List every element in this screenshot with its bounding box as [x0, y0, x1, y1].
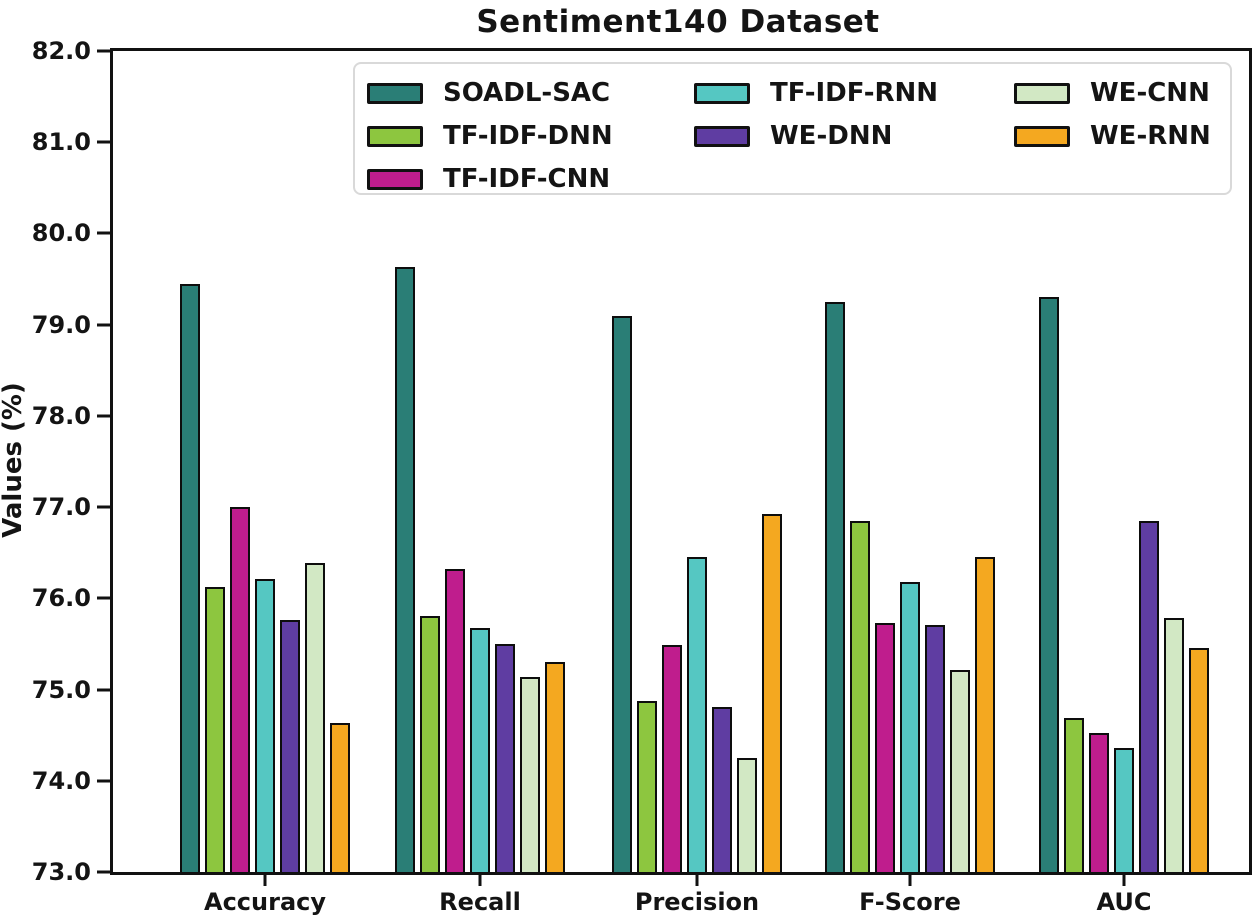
x-tick-mark [695, 875, 699, 886]
bar-we-cnn-recall [520, 676, 540, 872]
bar-group-f-score [825, 301, 995, 872]
y-tick-mark [97, 323, 110, 327]
y-tick-mark [97, 231, 110, 235]
legend-item-we-cnn: WE-CNN [1014, 78, 1210, 108]
legend-swatch-tf-idf-cnn [367, 168, 423, 190]
x-tick-label-recall: Recall [439, 888, 521, 916]
y-tick-label: 74.0 [31, 766, 91, 795]
bar-tf-idf-rnn-f-score [900, 581, 920, 872]
legend-swatch-soadl-sac [367, 82, 423, 104]
x-tick-label-auc: AUC [1096, 888, 1152, 916]
bar-we-cnn-f-score [950, 669, 970, 872]
y-tick-label: 76.0 [31, 584, 91, 613]
legend-item-tf-idf-cnn: TF-IDF-CNN [367, 164, 610, 194]
bar-we-dnn-accuracy [280, 620, 300, 872]
legend-label: SOADL-SAC [443, 78, 611, 108]
bar-tf-idf-dnn-auc [1064, 717, 1084, 872]
y-tick-label: 79.0 [31, 310, 91, 339]
bar-tf-idf-dnn-precision [637, 700, 657, 872]
y-tick-label: 73.0 [31, 858, 91, 886]
bar-we-cnn-auc [1164, 618, 1184, 872]
bar-soadl-sac-auc [1039, 297, 1059, 872]
bar-tf-idf-rnn-precision [687, 557, 707, 872]
legend-swatch-we-rnn [1014, 125, 1070, 147]
bar-group-precision [612, 315, 782, 872]
bar-we-dnn-auc [1139, 520, 1159, 872]
x-tick-label-f-score: F-Score [859, 888, 961, 916]
legend-swatch-tf-idf-rnn [694, 82, 750, 104]
y-tick-mark [97, 414, 110, 418]
y-tick-label: 82.0 [31, 37, 91, 65]
y-tick-mark [97, 596, 110, 600]
legend-label: TF-IDF-RNN [770, 78, 939, 108]
x-tick-label-precision: Precision [634, 888, 760, 916]
bar-group-recall [395, 267, 565, 872]
y-tick-mark [97, 49, 110, 53]
y-tick-label: 81.0 [31, 128, 91, 157]
bar-tf-idf-rnn-recall [470, 627, 490, 872]
legend-item-tf-idf-dnn: TF-IDF-DNN [367, 121, 613, 151]
bar-soadl-sac-accuracy [180, 283, 200, 872]
y-tick-mark [97, 870, 110, 874]
legend-label: WE-RNN [1090, 121, 1211, 151]
legend-item-we-rnn: WE-RNN [1014, 121, 1211, 151]
bar-tf-idf-cnn-f-score [875, 622, 895, 872]
bar-we-cnn-precision [737, 757, 757, 872]
bar-we-dnn-f-score [925, 624, 945, 872]
bar-tf-idf-rnn-accuracy [255, 579, 275, 872]
x-tick-mark [908, 875, 912, 886]
legend-swatch-we-dnn [694, 125, 750, 147]
x-tick-mark [1122, 875, 1126, 886]
x-tick-label-accuracy: Accuracy [203, 888, 327, 916]
bar-we-rnn-recall [545, 662, 565, 872]
y-tick-mark [97, 505, 110, 509]
bar-tf-idf-dnn-f-score [850, 520, 870, 872]
bar-we-rnn-precision [762, 513, 782, 872]
bar-tf-idf-cnn-auc [1089, 733, 1109, 872]
bar-tf-idf-cnn-precision [662, 644, 682, 872]
bar-soadl-sac-recall [395, 267, 415, 872]
x-tick-mark [263, 875, 267, 886]
legend-item-we-dnn: WE-DNN [694, 121, 892, 151]
legend-label: TF-IDF-CNN [443, 164, 611, 194]
bar-we-rnn-f-score [975, 557, 995, 872]
bar-soadl-sac-precision [612, 315, 632, 872]
bar-tf-idf-dnn-recall [420, 615, 440, 872]
legend-swatch-tf-idf-dnn [367, 125, 423, 147]
bar-we-cnn-accuracy [305, 562, 325, 872]
bar-we-rnn-accuracy [330, 723, 350, 872]
legend: SOADL-SAC TF-IDF-DNN TF-IDF-CNN TF-IDF-RNN W… [353, 62, 1232, 195]
legend-label: TF-IDF-DNN [443, 121, 613, 151]
y-tick-label: 77.0 [31, 493, 91, 522]
bar-tf-idf-cnn-accuracy [230, 507, 250, 872]
y-tick-label: 75.0 [31, 675, 91, 704]
y-tick-mark [97, 779, 110, 783]
legend-label: WE-CNN [1090, 78, 1210, 108]
chart-title: Sentiment140 Dataset [476, 4, 880, 40]
bar-tf-idf-rnn-auc [1114, 747, 1134, 872]
y-tick-label: 78.0 [31, 401, 91, 430]
y-tick-mark [97, 688, 110, 692]
legend-item-tf-idf-rnn: TF-IDF-RNN [694, 78, 938, 108]
bar-soadl-sac-f-score [825, 301, 845, 872]
bar-tf-idf-dnn-accuracy [205, 587, 225, 872]
bar-we-rnn-auc [1189, 647, 1209, 872]
legend-label: WE-DNN [770, 121, 893, 151]
x-tick-mark [478, 875, 482, 886]
legend-swatch-we-cnn [1014, 82, 1070, 104]
legend-item-soadl-sac: SOADL-SAC [367, 78, 610, 108]
y-tick-mark [97, 140, 110, 144]
bar-tf-idf-cnn-recall [445, 569, 465, 872]
bar-we-dnn-recall [495, 643, 515, 872]
bar-group-auc [1039, 297, 1209, 872]
y-axis-label: Values (%) [0, 382, 28, 538]
bar-group-accuracy [180, 283, 350, 872]
y-tick-label: 80.0 [31, 219, 91, 248]
bar-we-dnn-precision [712, 706, 732, 872]
